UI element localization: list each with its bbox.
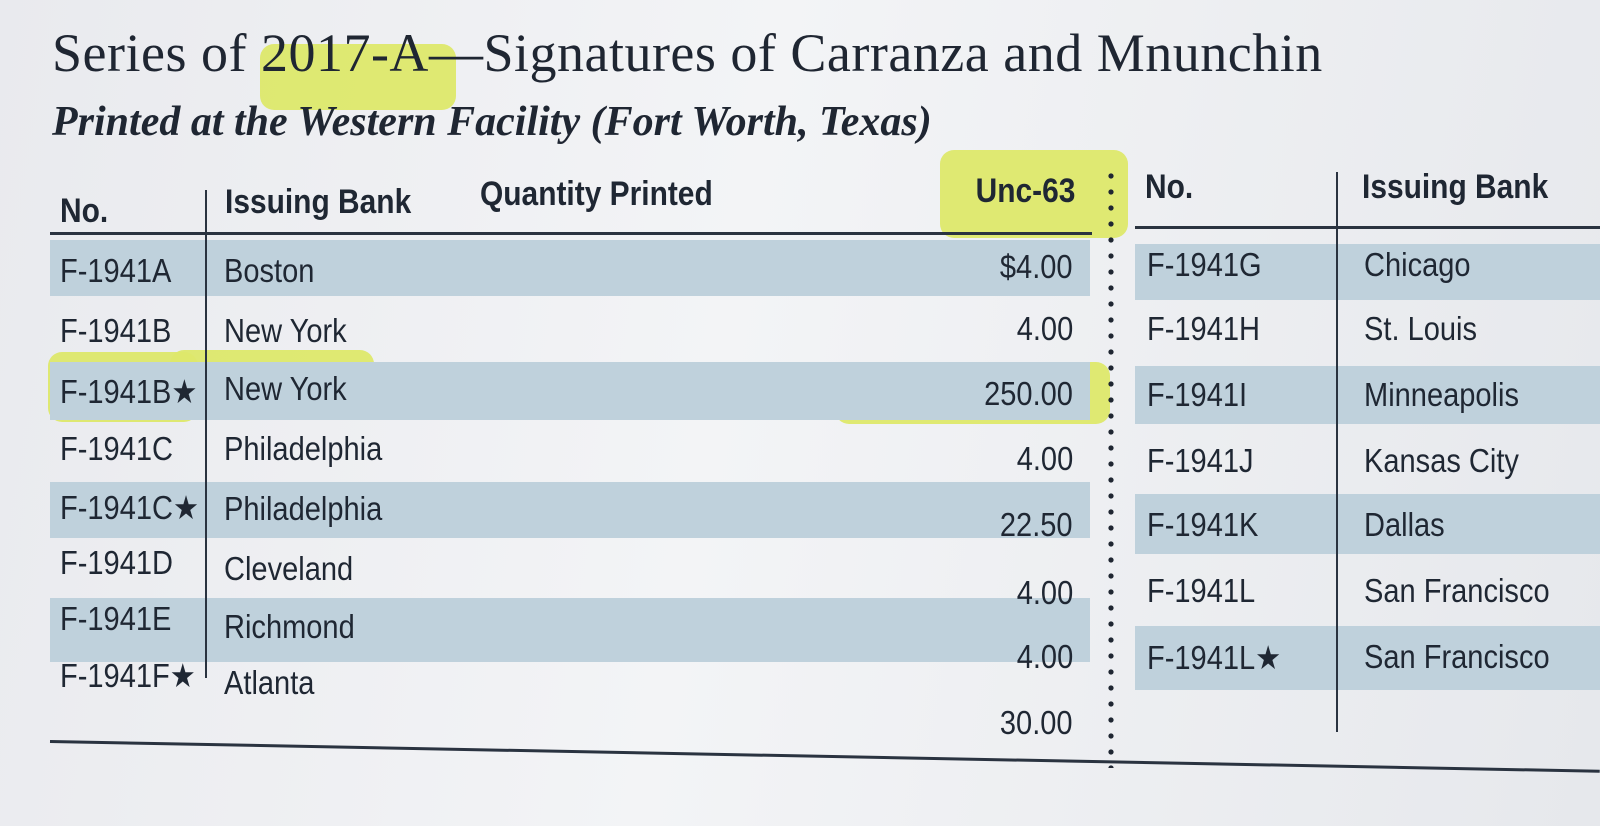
table-cell-no: F-1941K xyxy=(1147,506,1259,543)
header-issuing-bank: Issuing Bank xyxy=(1362,168,1549,206)
table-cell-no: F-1941I xyxy=(1147,376,1248,413)
table-cell-bank: Minneapolis xyxy=(1364,376,1519,413)
row-band xyxy=(50,598,1090,662)
header-quantity-printed: Quantity Printed xyxy=(480,175,713,213)
header-rule xyxy=(50,232,1092,235)
table-cell-unc: 250.00 xyxy=(984,375,1073,412)
table-cell-no: F-1941D xyxy=(60,544,173,581)
table-cell-unc: 4.00 xyxy=(1016,638,1073,675)
header-no: No. xyxy=(60,192,109,230)
table-cell-bank: San Francisco xyxy=(1364,638,1550,675)
table-cell-bank: Cleveland xyxy=(224,550,354,587)
table-cell-unc: 30.00 xyxy=(1000,704,1073,741)
table-bottom-rule xyxy=(49,740,1600,773)
page-title: Series of 2017-A—Signatures of Carranza … xyxy=(52,22,1323,84)
table-cell-no: F-1941L★ xyxy=(1147,639,1282,676)
table-cell-bank: Dallas xyxy=(1364,506,1445,543)
table-cell-no: F-1941A xyxy=(60,252,172,289)
table-cell-bank: Chicago xyxy=(1364,246,1471,283)
table-cell-unc: 4.00 xyxy=(1016,440,1073,477)
header-no: No. xyxy=(1145,168,1194,206)
title-rest: —Signatures of Carranza and Mnunchin xyxy=(428,23,1323,83)
table-cell-bank: Kansas City xyxy=(1364,442,1519,479)
column-divider xyxy=(205,190,207,678)
table-cell-bank: Atlanta xyxy=(224,664,315,701)
table-cell-bank: St. Louis xyxy=(1364,310,1478,347)
table-cell-no: F-1941H xyxy=(1147,310,1260,347)
row-band xyxy=(50,482,1090,538)
header-unc63: Unc-63 xyxy=(975,172,1075,210)
table-cell-no: F-1941F★ xyxy=(60,657,196,694)
table-cell-bank: New York xyxy=(224,312,347,349)
row-band xyxy=(1135,494,1600,554)
table-cell-no: F-1941L xyxy=(1147,572,1256,609)
table-cell-bank: New York xyxy=(224,370,347,407)
table-cell-bank: Boston xyxy=(224,252,315,289)
page-subtitle: Printed at the Western Facility (Fort Wo… xyxy=(52,99,932,145)
column-divider xyxy=(1336,172,1338,732)
table-cell-bank: Philadelphia xyxy=(224,490,383,527)
row-band xyxy=(50,240,1090,296)
table-cell-no: F-1941E xyxy=(60,600,172,637)
dotted-separator xyxy=(1108,168,1114,768)
table-cell-bank: Philadelphia xyxy=(224,430,383,467)
table-cell-bank: Richmond xyxy=(224,608,355,645)
table-cell-no: F-1941G xyxy=(1147,246,1262,283)
table-cell-no: F-1941B xyxy=(60,312,172,349)
highlight-series xyxy=(260,44,456,110)
highlight-unc63 xyxy=(940,150,1128,238)
table-cell-bank: San Francisco xyxy=(1364,572,1550,609)
row-band xyxy=(1135,626,1600,690)
table-cell-no: F-1941B★ xyxy=(60,373,198,410)
table-cell-unc: 22.50 xyxy=(1000,506,1073,543)
title-series: 2017-A xyxy=(260,23,429,83)
row-band xyxy=(50,362,1090,420)
table-cell-no: F-1941J xyxy=(1147,442,1254,479)
table-cell-unc: 4.00 xyxy=(1016,310,1073,347)
header-issuing-bank: Issuing Bank xyxy=(225,183,412,221)
table-cell-no: F-1941C xyxy=(60,430,173,467)
row-band xyxy=(1135,366,1600,424)
table-cell-unc: 4.00 xyxy=(1016,574,1073,611)
title-prefix: Series of xyxy=(52,23,261,83)
table-cell-no: F-1941C★ xyxy=(60,489,200,526)
header-rule xyxy=(1135,226,1600,229)
row-band xyxy=(1135,244,1600,300)
table-cell-unc: $4.00 xyxy=(1000,248,1073,285)
